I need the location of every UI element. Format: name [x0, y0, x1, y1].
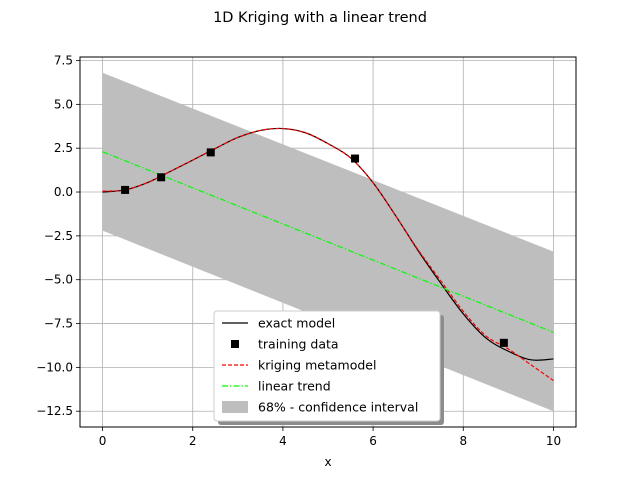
legend-label: kriging metamodel — [258, 358, 376, 373]
y-axis: −12.5 −10.0 −7.5 −5.0 −2.5 0.0 2.5 5.0 7.5 — [36, 54, 80, 418]
y-tick-label: 0.0 — [54, 185, 73, 199]
x-tick-label: 8 — [459, 434, 467, 448]
linear-trend-line — [102, 151, 554, 333]
y-tick-label: −5.0 — [44, 273, 73, 287]
x-axis: 0 2 4 6 8 10 — [99, 427, 561, 448]
legend-entries: exact model training data kriging metamode… — [222, 316, 418, 415]
y-tick-label: 2.5 — [54, 141, 73, 155]
kriging-metamodel-line — [102, 127, 554, 382]
y-tick-label: −12.5 — [36, 404, 73, 418]
training-data-point — [121, 185, 130, 194]
legend-label: 68% - confidence interval — [258, 400, 418, 415]
x-tick-label: 6 — [369, 434, 377, 448]
x-tick-label: 2 — [189, 434, 197, 448]
y-tick-label: 7.5 — [54, 54, 73, 68]
y-tick-label: −7.5 — [44, 317, 73, 331]
chart-title: 1D Kriging with a linear trend — [213, 10, 427, 26]
y-tick-label: −2.5 — [44, 229, 73, 243]
x-tick-label: 0 — [99, 434, 107, 448]
legend-label: exact model — [258, 316, 335, 331]
training-data-point — [157, 173, 166, 182]
x-tick-label: 4 — [279, 434, 287, 448]
x-axis-title: x — [324, 455, 331, 469]
legend-box — [213, 310, 441, 422]
training-data-point — [499, 338, 508, 347]
plot-frame — [79, 56, 577, 428]
training-data-point — [206, 148, 215, 157]
training-points-layer — [121, 148, 508, 347]
legend-handle-training-data — [231, 340, 239, 348]
training-data-point — [351, 154, 360, 163]
legend: exact model training data kriging metamode… — [213, 310, 444, 425]
legend-label: training data — [258, 337, 339, 352]
legend-handle-confidence-interval — [222, 401, 248, 413]
legend-label: linear trend — [258, 379, 331, 394]
y-tick-label: 5.0 — [54, 97, 73, 111]
x-tick-label: 10 — [546, 434, 561, 448]
series-layer — [102, 127, 554, 382]
y-tick-label: −10.0 — [36, 360, 73, 374]
